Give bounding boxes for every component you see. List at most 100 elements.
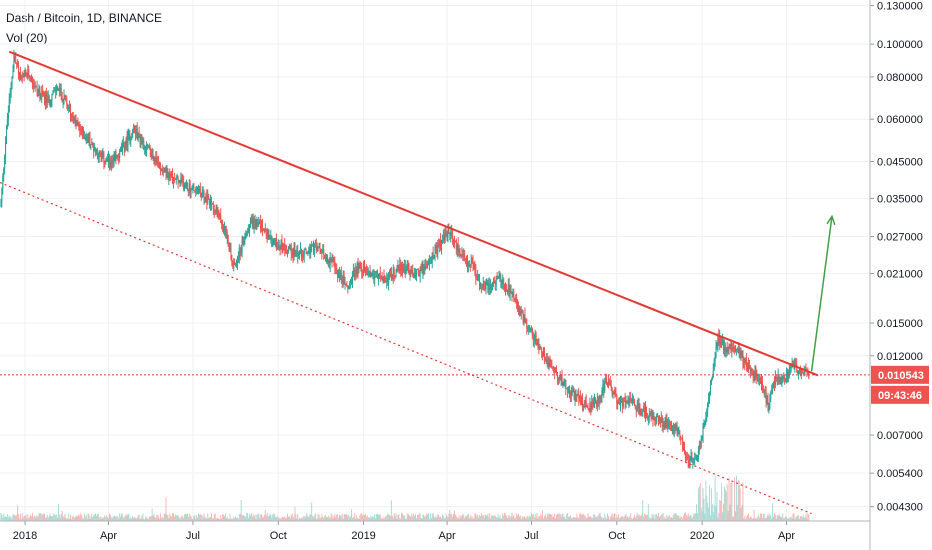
candle-body (392, 268, 394, 280)
candle-body (573, 391, 575, 400)
volume-indicator-label[interactable]: Vol (20) (6, 31, 48, 45)
candle-body (169, 173, 171, 175)
candle-body (456, 244, 458, 251)
candle-body (185, 184, 187, 186)
volume-bar (655, 514, 657, 521)
candle-body (368, 271, 370, 273)
volume-bar (662, 513, 664, 521)
volume-bar (784, 517, 786, 521)
candle-body (439, 240, 441, 247)
candle-body (100, 152, 102, 156)
volume-bar (739, 488, 741, 521)
volume-bar (166, 514, 168, 521)
time-axis[interactable]: 2018 Apr Jul Oct 2019 Apr Jul Oct 2020 Apr (0, 520, 870, 542)
volume-bar (154, 517, 156, 521)
volume-bar (516, 513, 518, 521)
y-tick-label: 0.015000 (877, 318, 923, 330)
candle-body (491, 286, 493, 288)
volume-bar (707, 502, 709, 521)
candle-body (309, 246, 311, 254)
volume-bar (138, 514, 140, 521)
symbol-title[interactable]: Dash / Bitcoin, 1D, BINANCE (6, 11, 163, 25)
candle-body (530, 327, 532, 329)
candle-body (747, 362, 749, 370)
volume-bar (695, 513, 697, 521)
candle-body (426, 265, 428, 269)
candle-body (121, 144, 123, 152)
candle-body (448, 227, 450, 234)
candle-body (519, 309, 521, 315)
candle-body (534, 335, 536, 339)
candle-body (460, 255, 462, 257)
volume-bar (237, 518, 239, 521)
trend-annotations[interactable] (0, 50, 870, 515)
candle-body (393, 268, 395, 276)
volume-bar (242, 515, 244, 521)
volume-bar (746, 516, 748, 521)
candle-body (779, 380, 781, 383)
volume-bar (626, 517, 628, 521)
volume-bar (386, 515, 388, 521)
price-axis[interactable]: 0.0043000.0054000.0070000.0120000.015000… (869, 0, 923, 550)
volume-bar (797, 515, 799, 521)
volume-bar (645, 514, 647, 521)
volume-bar (427, 514, 429, 521)
candle-body (622, 398, 624, 407)
candle-body (209, 199, 211, 205)
candle-body (671, 425, 673, 431)
volume-bar (547, 515, 549, 521)
volume-bar (679, 518, 681, 521)
candle-body (609, 382, 611, 386)
candle-body (741, 351, 743, 353)
volume-bar (385, 516, 387, 521)
candle-body (739, 348, 741, 357)
volume-bar (504, 513, 506, 521)
candle-body (369, 271, 371, 277)
volume-bar (475, 513, 477, 521)
candle-body (691, 455, 693, 463)
volume-bar (329, 517, 331, 521)
volume-bar (227, 518, 229, 521)
candle-body (593, 401, 595, 405)
volume-bar (141, 515, 143, 521)
volume-bar (806, 518, 808, 521)
candle-body (213, 209, 215, 212)
candle-body (28, 69, 30, 76)
volume-bar (485, 514, 487, 521)
volume-bar (331, 515, 333, 521)
volume-bar (462, 513, 464, 521)
candle-body (630, 398, 632, 403)
volume-bar (196, 514, 198, 521)
candle-body (708, 397, 710, 403)
volume-bar (569, 515, 571, 521)
volume-bar (53, 513, 55, 521)
volume-bar (175, 515, 177, 521)
candle-body (261, 225, 263, 231)
volume-bar (147, 518, 149, 521)
candle-body (641, 411, 643, 415)
candle-body (384, 279, 386, 282)
volume-bar (357, 518, 359, 521)
current-price-value: 0.010543 (878, 370, 924, 382)
candle-body (218, 213, 220, 216)
candle-body (523, 314, 525, 322)
volume-bar (651, 513, 653, 521)
volume-bar (232, 518, 234, 521)
volume-bar (128, 513, 130, 521)
candle-body (676, 425, 678, 435)
volume-bar (244, 516, 246, 521)
candle-body (575, 395, 577, 397)
volume-bar (666, 514, 668, 521)
candle-body (601, 390, 603, 398)
volume-bar (119, 513, 121, 521)
candle-body (430, 262, 432, 264)
candle-body (453, 238, 455, 241)
candle-body (253, 220, 255, 228)
volume-bar (144, 518, 146, 521)
candle-body (780, 380, 782, 383)
candle-body (649, 413, 651, 416)
candle-body (175, 178, 177, 180)
candle-body (659, 418, 661, 423)
candle-body (540, 346, 542, 349)
